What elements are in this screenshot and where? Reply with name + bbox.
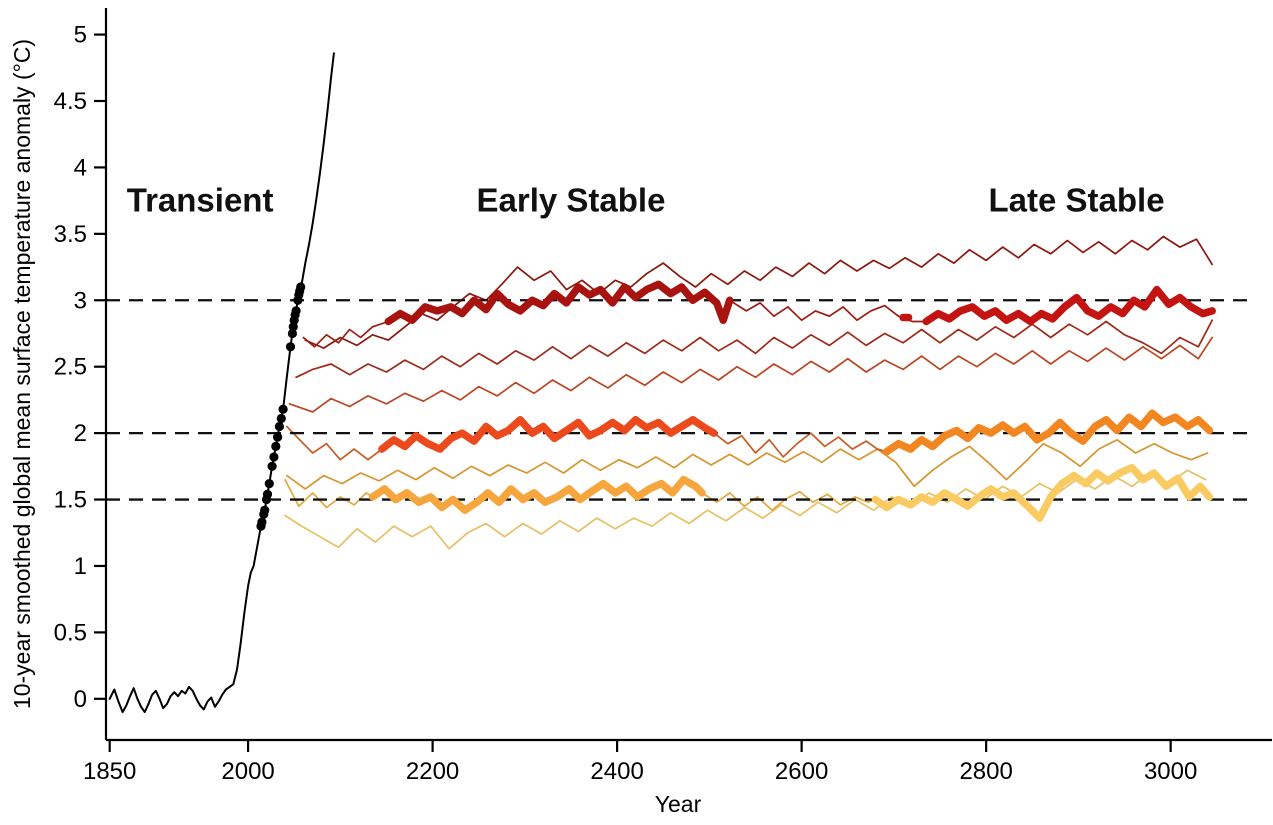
branch-point-dot xyxy=(269,452,279,462)
branch-point-dot xyxy=(296,282,306,292)
stab-3C-gap-thin xyxy=(728,299,928,323)
axes: 1850 2000 2200 2400 2600 2800 3000 0 0.5 1 1.5 2 2.5… xyxy=(9,8,1272,817)
branch-point-dot xyxy=(287,328,297,339)
branch-point-dot xyxy=(278,404,288,414)
stab-3C-early-stable-thick xyxy=(384,280,734,326)
stab-1p5C-gap-thin xyxy=(701,490,877,512)
drifting-member-1p7C-thin xyxy=(285,438,1209,490)
stab-2C-branch-thin xyxy=(285,425,383,461)
branch-point-dots xyxy=(256,282,306,531)
drifting-member-2p5C-thin xyxy=(295,319,1214,379)
y-tick-label: 2.5 xyxy=(54,354,87,381)
annotation-transient: Transient xyxy=(127,181,274,218)
annotation-late-stable: Late Stable xyxy=(989,181,1165,218)
branch-point-dot xyxy=(260,505,270,515)
branch-point-dot xyxy=(285,342,296,352)
stab-2C-early-stable-thick xyxy=(378,416,718,453)
x-axis-title: Year xyxy=(655,791,702,817)
y-tick-label: 1 xyxy=(74,553,87,580)
x-tick-label: 2800 xyxy=(959,758,1012,785)
branch-point-dot xyxy=(267,461,277,471)
stab-2C-late-stable-thick xyxy=(882,409,1214,456)
stab-2C-gap-thin xyxy=(713,432,888,458)
thick-series-layer xyxy=(108,52,1216,714)
branch-point-dot xyxy=(274,421,284,432)
x-tick-label: 2600 xyxy=(775,758,828,785)
branch-point-dot xyxy=(291,306,301,316)
stab-3C-branch-thin xyxy=(302,320,390,348)
x-tick-label: 2000 xyxy=(221,758,274,785)
y-tick-label: 4 xyxy=(74,154,87,181)
annotation-early-stable: Early Stable xyxy=(477,181,666,218)
branch-point-dot xyxy=(276,413,286,424)
x-tick-label: 2400 xyxy=(590,758,643,785)
y-tick-label: 5 xyxy=(74,22,87,49)
y-axis-title: 10-year smoothed global mean surface tem… xyxy=(9,39,35,709)
y-tick-label: 3.5 xyxy=(54,221,87,248)
branch-point-dot xyxy=(257,517,267,527)
y-tick-label: 2 xyxy=(74,420,87,447)
stab-1p5C-branch-thin xyxy=(284,478,374,509)
y-tick-label: 0.5 xyxy=(54,619,87,646)
y-tick-label: 1.5 xyxy=(54,487,87,514)
stab-3C-late-stable-thick xyxy=(922,285,1216,326)
y-tick-label: 4.5 xyxy=(54,88,87,115)
x-tick-label: 3000 xyxy=(1144,758,1197,785)
drifting-member-3C-thin xyxy=(304,235,1214,349)
branch-point-dot xyxy=(262,489,273,499)
x-tick-label: 2200 xyxy=(406,758,459,785)
x-tick-label: 1850 xyxy=(83,758,136,785)
branch-point-dot xyxy=(273,432,283,442)
transient-black-line xyxy=(108,52,335,714)
branch-point-dot xyxy=(271,441,281,451)
y-tick-label: 3 xyxy=(74,287,87,314)
stab-1p5C-early-stable-thick xyxy=(368,475,706,514)
drifting-member-2p3C-thin xyxy=(288,336,1214,413)
y-tick-label: 0 xyxy=(74,686,87,713)
branch-point-dot xyxy=(264,479,274,489)
stab-1p5C-late-stable-thick xyxy=(871,463,1214,522)
phase-annotations: Transient Early Stable Late Stable xyxy=(127,181,1165,218)
